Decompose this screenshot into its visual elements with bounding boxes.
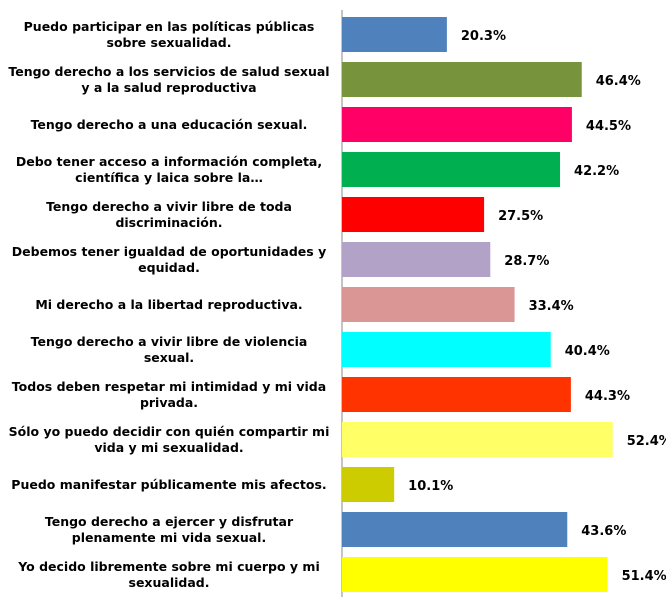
value-label: 33.4% (529, 299, 574, 314)
category-label: Puedo participar en las políticas públic… (23, 18, 315, 50)
bar (342, 152, 561, 187)
value-label: 20.3% (461, 29, 506, 44)
value-label: 46.4% (596, 74, 641, 89)
value-label: 44.5% (586, 119, 631, 134)
category-label: Tengo derecho a vivir libre de toda disc… (46, 198, 292, 230)
bar (342, 377, 571, 412)
category-label: Tengo derecho a una educación sexual. (30, 116, 308, 132)
value-label: 27.5% (498, 209, 543, 224)
value-label: 43.6% (581, 524, 626, 539)
category-label: Tengo derecho a los servicios de salud s… (8, 63, 330, 95)
bar (342, 197, 485, 232)
category-label: Mi derecho a la libertad reproductiva. (35, 296, 303, 312)
category-label: Sólo yo puedo decidir con quién comparti… (8, 423, 330, 455)
value-label: 40.4% (565, 344, 610, 359)
category-label: Debemos tener igualdad de oportunidades … (11, 243, 327, 275)
bar (342, 62, 582, 97)
category-label: Todos deben respetar mi intimidad y mi v… (11, 378, 327, 410)
value-label: 52.4% (627, 434, 666, 449)
bar (342, 467, 395, 502)
bar (342, 422, 613, 457)
bar (342, 557, 608, 592)
bar (342, 512, 568, 547)
value-label: 51.4% (622, 569, 666, 584)
bar (342, 287, 515, 322)
category-label: Yo decido libremente sobre mi cuerpo y m… (18, 558, 320, 590)
bar (342, 332, 551, 367)
value-label: 42.2% (574, 164, 619, 179)
value-label: 10.1% (408, 479, 453, 494)
category-label: Tengo derecho a vivir libre de violencia… (30, 333, 308, 365)
bar (342, 242, 491, 277)
bar (342, 17, 447, 52)
bar (342, 107, 572, 142)
value-label: 44.3% (585, 389, 630, 404)
category-label: Debo tener acceso a información completa… (15, 153, 323, 185)
value-label: 28.7% (504, 254, 549, 269)
category-label: Tengo derecho a ejercer y disfrutar plen… (44, 513, 294, 545)
category-label: Puedo manifestar públicamente mis afecto… (11, 476, 327, 492)
